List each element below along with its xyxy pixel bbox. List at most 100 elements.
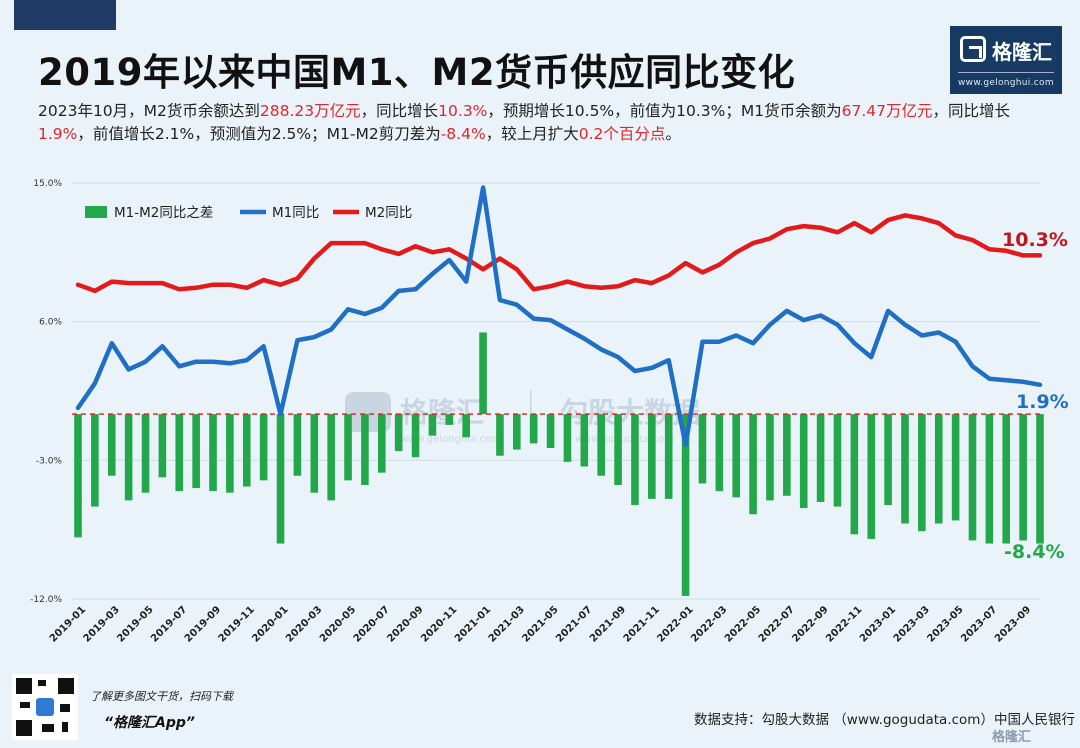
qr-module xyxy=(42,724,54,732)
spread-bar xyxy=(411,414,420,458)
qr-finder xyxy=(58,678,74,694)
spread-bar xyxy=(141,414,150,493)
m2-line xyxy=(75,213,1043,294)
app-icon xyxy=(36,698,54,716)
legend-label-m2: M2同比 xyxy=(365,205,412,221)
y-tick-label: -3.0% xyxy=(36,456,63,466)
spread-bar xyxy=(361,414,369,485)
spread-bar xyxy=(833,414,842,507)
summary-highlight: 1.9% xyxy=(38,125,78,143)
summary-text: 2023年10月，M2货币余额达到288.23万亿元，同比增长10.3%，预期增… xyxy=(38,100,1038,146)
qr-module xyxy=(20,702,30,708)
promo-app-name: “格隆汇App” xyxy=(104,715,195,731)
legend-label-spread: M1-M2同比之差 xyxy=(114,205,213,221)
spread-bar xyxy=(513,414,521,450)
spread-bar xyxy=(901,414,909,524)
watermark-subtext: www.gogudata.com xyxy=(575,434,674,445)
page-title: 2019年以来中国M1、M2货币供应同比变化 xyxy=(38,51,796,94)
spread-bar xyxy=(107,414,116,476)
chart-gridlines xyxy=(72,182,1040,600)
spread-bar xyxy=(276,414,285,544)
summary-highlight: 288.23万亿元 xyxy=(259,102,361,120)
spread-bar xyxy=(394,414,403,452)
qr-module xyxy=(38,680,46,686)
summary-highlight: -8.4% xyxy=(440,125,486,143)
spread-bar xyxy=(783,414,791,496)
spread-bar xyxy=(293,414,302,476)
spread-bar xyxy=(1019,414,1027,541)
corner-tab xyxy=(14,0,116,30)
spread-bar xyxy=(631,414,639,506)
spread-bar xyxy=(479,332,487,415)
spread-bar xyxy=(985,414,994,544)
spread-bar xyxy=(344,414,352,481)
promo-line: 了解更多图文干货，扫码下载 xyxy=(90,690,233,703)
legend-label-m1: M1同比 xyxy=(272,205,319,221)
spread-bar xyxy=(91,414,99,507)
x-tick-label: 2023-09 xyxy=(993,604,1033,644)
spread-bar xyxy=(226,414,234,493)
spread-bar xyxy=(799,414,808,509)
summary-part: ，较上月扩大 xyxy=(485,125,579,143)
summary-highlight: 0.2个百分点 xyxy=(578,125,666,143)
summary-part: ，前值增长2.1%，预测值为2.5%；M1-M2剪刀差为 xyxy=(77,125,441,143)
spread-bar xyxy=(648,414,656,499)
x-axis-ticks: 2019-012019-032019-052019-072019-092019-… xyxy=(48,604,1033,644)
summary-part: 。 xyxy=(665,125,681,143)
spread-bar xyxy=(310,414,319,493)
spread-bar xyxy=(934,414,943,524)
summary-part: ，同比增长 xyxy=(360,102,439,120)
spread-bar xyxy=(259,414,268,481)
data-source: 数据支持：勾股大数据 （www.gogudata.com）中国人民银行 xyxy=(694,712,1075,728)
spread-bar xyxy=(377,414,386,473)
logo-divider xyxy=(958,72,1054,73)
summary-part: 2023年10月，M2货币余额达到 xyxy=(38,102,260,120)
summary-highlight: 67.47万亿元 xyxy=(841,102,933,120)
y-tick-label: 15.0% xyxy=(33,179,62,189)
spread-bar xyxy=(462,414,470,438)
spread-bar xyxy=(951,414,960,521)
spread-bar xyxy=(158,414,167,478)
summary-highlight: 10.3% xyxy=(438,102,488,120)
spread-bar xyxy=(242,414,251,487)
spread-bar xyxy=(529,414,538,444)
qr-finder xyxy=(16,678,32,694)
spread-bar xyxy=(124,414,133,501)
spread-bar xyxy=(580,414,589,467)
logo-name: 格隆汇 xyxy=(992,40,1052,64)
spread-bar xyxy=(732,414,741,498)
spread-bar xyxy=(1002,414,1011,544)
spread-bar xyxy=(74,414,82,538)
money-supply-chart: 15.0%6.0%-3.0%-12.0% 格隆汇 www.gelonghui.c… xyxy=(30,179,1069,645)
logo-url: www.gelonghui.com xyxy=(958,78,1054,88)
spread-bar xyxy=(749,414,757,515)
y-axis-ticks: 15.0% 6.0% -3.0% -12.0% xyxy=(30,179,62,605)
spread-bar xyxy=(681,414,690,596)
spread-bar xyxy=(664,414,673,499)
spread-bar xyxy=(698,414,707,484)
brand-logo: 格隆汇 www.gelonghui.com xyxy=(950,26,1062,94)
spread-bar xyxy=(614,414,622,485)
spread-bar xyxy=(766,414,774,501)
summary-part: ，同比增长 xyxy=(932,102,1011,120)
summary-part: ，预期增长10.5%，前值为10.3%；M1货币余额为 xyxy=(487,102,842,120)
qr-code[interactable] xyxy=(12,674,78,740)
spread-bar xyxy=(192,414,200,489)
legend-swatch-spread xyxy=(85,206,107,218)
spread-bar xyxy=(715,414,724,492)
spread-bar xyxy=(428,414,437,436)
m1-line xyxy=(75,185,1043,448)
y-tick-label: 6.0% xyxy=(39,318,62,328)
spread-bar xyxy=(496,414,504,456)
m2-end-label: 10.3% xyxy=(1002,229,1068,251)
spread-bar xyxy=(850,414,859,535)
y-tick-label: -12.0% xyxy=(30,595,62,605)
footer-brand: 格隆汇 xyxy=(992,730,1032,745)
chart-legend: M1-M2同比之差 M1同比 M2同比 xyxy=(85,205,412,221)
spread-bar xyxy=(884,414,892,506)
spread-bar xyxy=(968,414,977,541)
spread-bar xyxy=(918,414,926,532)
spread-end-label: -8.4% xyxy=(1004,541,1065,563)
qr-module xyxy=(62,722,68,732)
qr-finder xyxy=(16,720,32,736)
